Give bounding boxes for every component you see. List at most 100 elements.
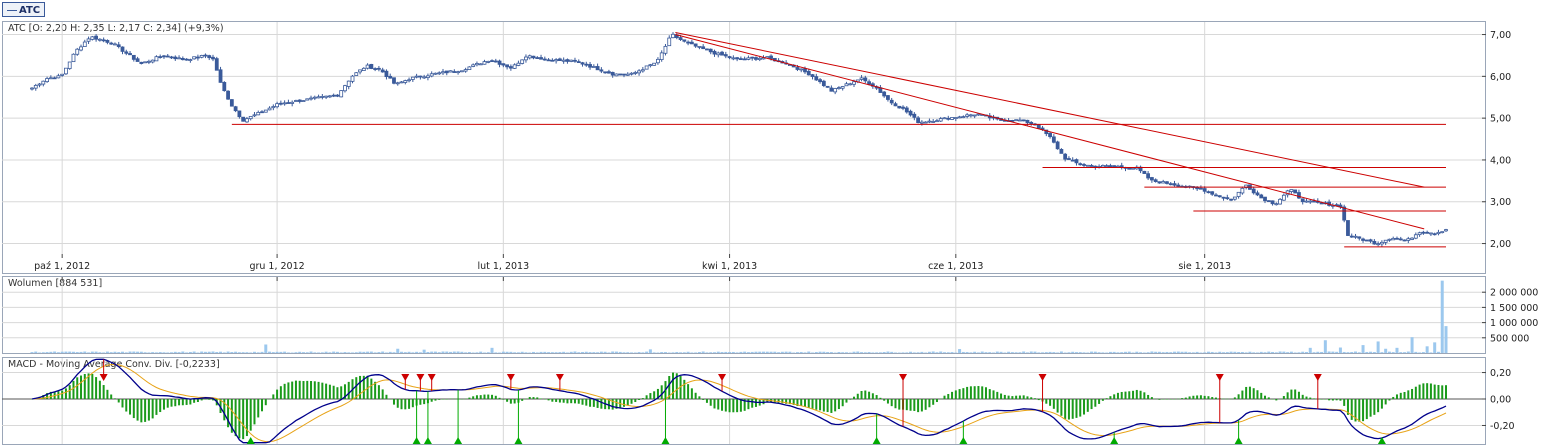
candle xyxy=(350,75,355,82)
volume-bar xyxy=(1010,352,1014,353)
volume-bar xyxy=(471,352,475,354)
macd-histogram-bar xyxy=(981,386,984,400)
macd-histogram-bar xyxy=(521,399,524,401)
macd-histogram-bar xyxy=(408,399,411,409)
price-panel: ATC [O: 2,20 H: 2,35 L: 2,17 C: 2,34] (+… xyxy=(2,21,1486,274)
volume-bar xyxy=(1346,352,1350,353)
volume-bar xyxy=(264,344,268,353)
macd-histogram-bar xyxy=(1441,385,1444,400)
macd-histogram-bar xyxy=(1335,399,1338,401)
legend-tab[interactable]: ATC xyxy=(2,2,46,17)
volume-bar xyxy=(705,352,709,353)
volume-bar xyxy=(445,351,449,353)
macd-histogram-bar xyxy=(438,399,441,400)
macd-histogram-bar xyxy=(76,377,79,400)
candle xyxy=(640,69,645,72)
volume-bar xyxy=(1165,351,1169,353)
candle xyxy=(516,62,521,66)
candle xyxy=(976,113,981,116)
macd-histogram-bar xyxy=(739,399,742,412)
macd-histogram-bar xyxy=(1309,397,1312,400)
macd-histogram-bar xyxy=(1414,386,1417,400)
candle xyxy=(610,71,615,76)
volume-bar xyxy=(992,352,996,353)
volume-bar xyxy=(965,352,969,353)
volume-bar xyxy=(856,351,860,353)
volume-bar xyxy=(347,352,351,353)
macd-histogram-bar xyxy=(359,375,362,400)
candle xyxy=(803,68,807,73)
candle xyxy=(1100,164,1105,168)
candle xyxy=(1342,206,1347,221)
volume-bar xyxy=(1237,352,1241,353)
macd-histogram-bar xyxy=(1147,394,1150,400)
candle xyxy=(1112,165,1117,168)
volume-bar xyxy=(441,351,445,353)
macd-histogram-bar xyxy=(155,399,158,415)
candle xyxy=(972,114,977,117)
macd-histogram-bar xyxy=(219,399,222,413)
candle xyxy=(1161,181,1166,184)
macd-histogram-bar xyxy=(1214,397,1217,400)
candle xyxy=(90,36,95,40)
volume-bar xyxy=(75,352,79,353)
candle xyxy=(309,97,313,100)
macd-histogram-bar xyxy=(694,392,697,400)
candle xyxy=(953,117,958,119)
candle xyxy=(478,63,483,66)
volume-bar xyxy=(102,352,106,353)
y-tick-label: 0,00 xyxy=(1490,395,1511,406)
macd-histogram-bar xyxy=(524,398,527,400)
macd-histogram-bar xyxy=(261,399,264,412)
volume-bar xyxy=(430,351,434,353)
volume-bar xyxy=(920,351,924,353)
volume-bar xyxy=(1203,352,1207,353)
candle xyxy=(1274,203,1279,206)
candle xyxy=(1078,163,1083,166)
candle xyxy=(708,48,713,53)
macd-histogram-bar xyxy=(634,399,637,403)
macd-histogram-bar xyxy=(1124,391,1127,400)
candle xyxy=(1108,165,1113,168)
candle xyxy=(124,51,129,54)
candle xyxy=(1168,183,1173,186)
y-tick-label: 2 000 000 xyxy=(1490,288,1538,299)
volume-bar xyxy=(973,351,977,353)
candle xyxy=(493,60,498,63)
macd-histogram-bar xyxy=(935,399,938,403)
macd-histogram-bar xyxy=(396,399,399,408)
volume-bar xyxy=(68,351,72,353)
candle xyxy=(154,56,159,62)
candle xyxy=(742,58,747,61)
macd-histogram-bar xyxy=(1411,388,1414,400)
macd-histogram-bar xyxy=(472,396,475,400)
candle xyxy=(1025,119,1030,124)
macd-histogram-bar xyxy=(1388,399,1391,401)
candle xyxy=(1251,188,1256,194)
macd-histogram-bar xyxy=(849,399,852,400)
candle xyxy=(196,56,200,59)
volume-bar xyxy=(128,351,132,353)
candle xyxy=(410,76,415,80)
candle xyxy=(339,90,344,98)
candle xyxy=(1089,165,1094,167)
candle xyxy=(656,58,660,64)
candle xyxy=(535,57,540,59)
volume-bar xyxy=(1025,352,1029,353)
candle xyxy=(52,77,57,80)
volume-bar xyxy=(83,351,87,353)
macd-histogram-bar xyxy=(1407,390,1410,400)
macd-histogram-bar xyxy=(807,399,810,408)
volume-bar xyxy=(219,351,223,353)
candle xyxy=(192,56,197,60)
volume-bar xyxy=(524,352,528,353)
candle xyxy=(799,68,804,71)
volume-bar xyxy=(878,352,882,353)
candle xyxy=(927,120,932,123)
macd-histogram-bar xyxy=(781,399,784,404)
macd-histogram-bar xyxy=(675,373,678,400)
candle xyxy=(369,63,374,69)
macd-histogram-bar xyxy=(1116,392,1119,400)
candle xyxy=(957,116,962,119)
candle xyxy=(614,73,619,77)
